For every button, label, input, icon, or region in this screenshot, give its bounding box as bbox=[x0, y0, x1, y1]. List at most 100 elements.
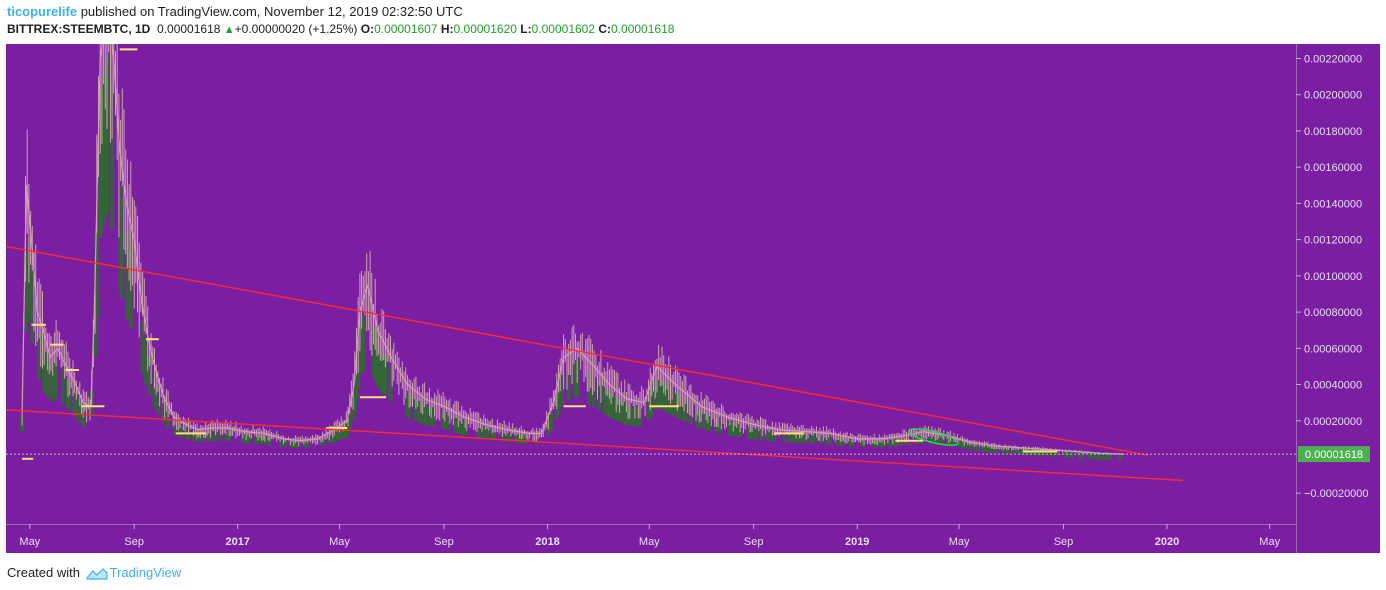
price-chart[interactable]: 0.00220000 0.00200000 0.00180000 0.00160000… bbox=[6, 44, 1380, 554]
volume-fill bbox=[196, 432, 201, 442]
symbol-label: BITTREX:STEEMBTC, 1D bbox=[7, 22, 151, 36]
volume-fill bbox=[602, 386, 607, 414]
time-tick-label: Sep bbox=[434, 536, 454, 548]
volume-fill bbox=[828, 435, 833, 444]
last-price-tag-text: 0.00001618 bbox=[1305, 449, 1363, 461]
volume-fill bbox=[800, 434, 805, 443]
volume-fill bbox=[1098, 453, 1102, 460]
volume-fill bbox=[683, 399, 688, 422]
volume-fill bbox=[492, 429, 496, 441]
volume-fill bbox=[524, 435, 529, 444]
open-label: O: bbox=[360, 22, 375, 36]
volume-fill bbox=[967, 443, 972, 450]
volume-fill bbox=[305, 441, 310, 448]
volume-fill bbox=[427, 406, 432, 426]
volume-fill bbox=[60, 369, 65, 404]
volume-fill bbox=[1033, 449, 1038, 456]
close-label: C: bbox=[598, 22, 612, 36]
time-axis[interactable] bbox=[6, 524, 1296, 553]
volume-fill bbox=[144, 338, 148, 385]
volume-fill bbox=[1004, 447, 1009, 454]
tradingview-brand[interactable]: TradingView bbox=[109, 565, 182, 580]
time-tick-label: May bbox=[329, 536, 350, 548]
volume-fill bbox=[899, 438, 904, 446]
volume-fill bbox=[152, 374, 157, 407]
volume-fill bbox=[765, 430, 770, 441]
volume-fill bbox=[1041, 450, 1046, 457]
volume-fill bbox=[1094, 453, 1099, 460]
volume-fill bbox=[566, 364, 571, 401]
volume-fill bbox=[963, 442, 968, 449]
volume-fill bbox=[45, 358, 50, 397]
volume-fill bbox=[790, 433, 795, 443]
volume-fill bbox=[1014, 448, 1019, 455]
time-tick-label: 2017 bbox=[225, 536, 249, 548]
volume-fill bbox=[609, 393, 614, 418]
volume-fill bbox=[795, 433, 800, 443]
volume-fill bbox=[1047, 450, 1051, 457]
volume-fill bbox=[376, 344, 381, 389]
footer: Created with TradingView bbox=[7, 565, 181, 581]
trendline-layer bbox=[6, 234, 1184, 482]
volume-fill bbox=[218, 430, 223, 441]
volume-fill bbox=[295, 442, 300, 448]
price-tick-label: 0.00180000 bbox=[1304, 126, 1362, 138]
volume-fill bbox=[549, 412, 554, 430]
plot-area[interactable] bbox=[6, 44, 1296, 524]
volume-fill bbox=[994, 447, 999, 454]
volume-fill bbox=[347, 412, 352, 430]
high-label: H: bbox=[440, 22, 454, 36]
level-layer bbox=[22, 48, 1058, 460]
time-tick-label: 2019 bbox=[845, 536, 869, 548]
volume-fill bbox=[811, 434, 816, 444]
close-value: 0.00001618 bbox=[611, 22, 675, 36]
volume-fill bbox=[991, 446, 995, 453]
volume-fill bbox=[94, 228, 99, 318]
price-tick-label: 0.00160000 bbox=[1304, 162, 1362, 174]
volume-fill bbox=[945, 437, 950, 446]
time-tick-label: Sep bbox=[744, 536, 764, 548]
low-label: L: bbox=[520, 22, 532, 36]
volume-fill bbox=[787, 433, 792, 443]
volume-fill bbox=[155, 386, 160, 414]
volume-fill bbox=[1001, 447, 1006, 454]
volume-fill bbox=[49, 366, 53, 402]
volume-fill bbox=[120, 198, 125, 299]
volume-fill bbox=[671, 390, 676, 417]
volume-fill bbox=[772, 431, 777, 442]
highlight-ellipse[interactable] bbox=[908, 426, 960, 449]
volume-fill bbox=[894, 438, 899, 446]
volume-fill bbox=[424, 405, 429, 426]
trendline[interactable] bbox=[6, 234, 1149, 456]
volume-fill bbox=[383, 356, 388, 396]
volume-fill bbox=[649, 388, 654, 416]
price-axis[interactable] bbox=[1296, 44, 1380, 553]
volume-fill bbox=[520, 434, 525, 444]
volume-fill bbox=[30, 270, 35, 344]
volume-fill bbox=[105, 54, 109, 212]
volume-fill bbox=[480, 426, 485, 439]
volume-fill bbox=[110, 84, 115, 230]
volume-fill bbox=[819, 435, 824, 444]
price-tick-label: 0.00080000 bbox=[1304, 307, 1362, 319]
volume-fill bbox=[172, 421, 177, 436]
price-tick-label: 0.00220000 bbox=[1304, 54, 1362, 66]
volume-fill bbox=[841, 438, 846, 446]
volume-fill bbox=[768, 430, 773, 441]
trendline[interactable] bbox=[6, 405, 1184, 482]
time-tick-label: Sep bbox=[124, 536, 144, 548]
volume-fill bbox=[970, 444, 975, 451]
volume-fill bbox=[1104, 453, 1109, 460]
time-tick-label: Sep bbox=[1054, 536, 1074, 548]
volume-fill bbox=[663, 382, 668, 412]
volume-fill bbox=[733, 423, 737, 437]
volume-fill bbox=[1091, 453, 1096, 460]
price-tick-label: −0.00020000 bbox=[1304, 488, 1369, 500]
author-name[interactable]: ticopurelife bbox=[7, 4, 78, 19]
volume-fill bbox=[559, 374, 564, 407]
volume-fill bbox=[658, 378, 663, 409]
price-tick-label: 0.00060000 bbox=[1304, 343, 1362, 355]
volume-fill bbox=[1108, 454, 1113, 460]
volume-fill bbox=[147, 355, 152, 395]
low-value: 0.00001602 bbox=[531, 22, 596, 36]
